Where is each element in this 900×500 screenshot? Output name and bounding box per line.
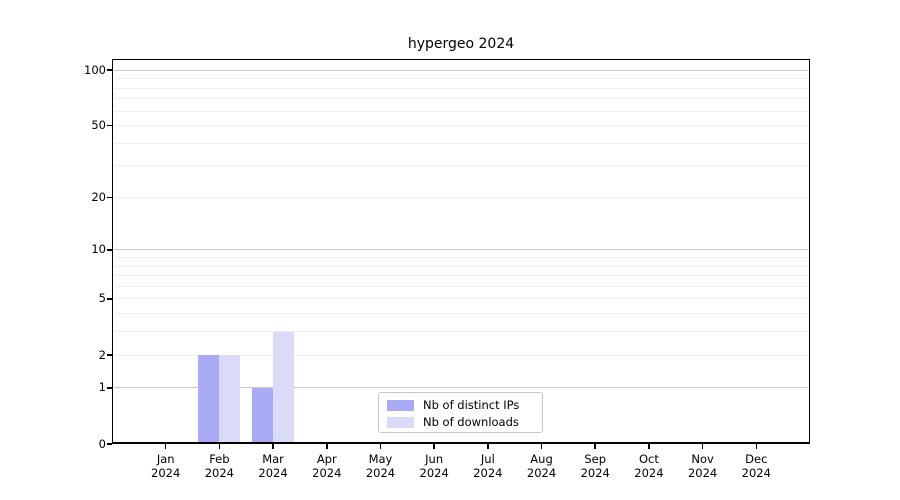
y-tick-100 (107, 69, 112, 71)
legend-label-downloads: Nb of downloads (423, 415, 519, 429)
x-tick-jun (433, 444, 435, 449)
y-tick-label-0: 0 (98, 436, 106, 451)
y-tick-label-50: 50 (91, 118, 106, 133)
x-tick-label-jan: Jan 2024 (138, 452, 194, 480)
x-tick-label-apr: Apr 2024 (299, 452, 355, 480)
x-tick-label-may: May 2024 (352, 452, 408, 480)
bar-feb-distinct-ips (198, 355, 220, 442)
legend-swatch-downloads (387, 416, 414, 428)
x-tick-may (379, 444, 382, 449)
x-tick-year: 2024 (258, 466, 288, 480)
x-tick-month: Aug (530, 452, 553, 466)
y-tick-label-1: 1 (98, 380, 106, 395)
x-tick-jan (164, 444, 167, 449)
legend-swatch-distinct-ips (387, 399, 414, 411)
x-tick-month: Sep (584, 452, 607, 466)
y-tick-50 (107, 124, 112, 127)
x-tick-year: 2024 (365, 466, 396, 480)
gridline-minor (114, 196, 808, 198)
bar-feb-downloads (219, 355, 241, 442)
x-tick-month: Feb (209, 452, 230, 466)
x-tick-year: 2024 (634, 466, 664, 480)
x-tick-jul (487, 444, 489, 449)
x-tick-month: Dec (745, 452, 768, 466)
gridline-minor (114, 98, 808, 100)
x-tick-aug (540, 444, 543, 449)
x-tick-month: Apr (316, 452, 337, 466)
gridline-minor (114, 298, 808, 300)
y-tick-label-5: 5 (98, 291, 106, 306)
x-tick-label-jun: Jun 2024 (406, 452, 462, 480)
bar-mar-distinct-ips (252, 387, 274, 442)
y-tick-10 (107, 249, 112, 251)
y-tick-20 (107, 196, 112, 199)
x-tick-label-jul: Jul 2024 (460, 452, 516, 480)
gridline-minor (114, 165, 808, 167)
gridline-minor (114, 313, 808, 315)
gridline-minor (114, 285, 808, 287)
x-tick-label-nov: Nov 2024 (675, 452, 731, 480)
x-tick-oct (648, 444, 650, 449)
x-tick-year: 2024 (419, 466, 449, 480)
x-tick-month: Nov (691, 452, 714, 466)
x-tick-month: Jun (425, 452, 444, 466)
x-tick-label-aug: Aug 2024 (514, 452, 570, 480)
x-tick-year: 2024 (526, 466, 557, 480)
x-tick-month: Mar (262, 452, 284, 466)
gridline-major (114, 387, 808, 389)
x-tick-label-dec: Dec 2024 (728, 452, 784, 480)
gridline-minor (114, 110, 808, 112)
gridline-minor (114, 354, 808, 356)
gridline-minor (114, 87, 808, 89)
x-tick-label-sep: Sep 2024 (567, 452, 623, 480)
x-tick-month: Jul (480, 452, 495, 466)
gridline-minor (114, 331, 808, 333)
y-tick-1 (107, 387, 112, 389)
gridline-minor (114, 78, 808, 80)
x-tick-month: Jan (156, 452, 175, 466)
x-tick-year: 2024 (151, 466, 181, 480)
y-tick-label-20: 20 (91, 189, 106, 204)
x-tick-label-oct: Oct 2024 (621, 452, 677, 480)
gridline-minor (114, 142, 808, 144)
gridline-minor (114, 257, 808, 258)
y-tick-label-100: 100 (84, 62, 106, 77)
x-tick-year: 2024 (741, 466, 771, 480)
gridline-minor (114, 265, 808, 267)
x-tick-feb (218, 444, 221, 449)
x-tick-label-mar: Mar 2024 (245, 452, 301, 480)
x-tick-month: May (368, 452, 393, 466)
x-tick-year: 2024 (473, 466, 503, 480)
legend: Nb of distinct IPs Nb of downloads (378, 392, 543, 433)
gridline-major (114, 69, 808, 71)
x-tick-apr (326, 444, 328, 449)
x-tick-month: Oct (638, 452, 659, 466)
x-tick-mar (272, 444, 274, 449)
legend-label-distinct-ips: Nb of distinct IPs (423, 398, 520, 412)
gridline-minor (114, 275, 808, 277)
x-tick-dec (755, 444, 758, 449)
y-tick-5 (107, 298, 112, 300)
legend-item-downloads: Nb of downloads (387, 414, 542, 430)
x-tick-nov (701, 444, 704, 449)
legend-item-distinct-ips: Nb of distinct IPs (387, 397, 542, 413)
gridline-minor (114, 125, 808, 127)
y-tick-0 (107, 443, 112, 445)
x-tick-year: 2024 (312, 466, 342, 480)
x-tick-sep (594, 444, 596, 449)
x-tick-label-feb: Feb 2024 (191, 452, 247, 480)
bar-mar-downloads (273, 331, 295, 442)
chart-title: hypergeo 2024 (407, 36, 515, 52)
x-tick-year: 2024 (687, 466, 718, 480)
y-tick-2 (107, 354, 112, 356)
x-tick-year: 2024 (204, 466, 235, 480)
y-tick-label-10: 10 (91, 242, 106, 257)
x-tick-year: 2024 (580, 466, 610, 480)
y-tick-label-2: 2 (98, 347, 106, 362)
gridline-major (114, 249, 808, 251)
